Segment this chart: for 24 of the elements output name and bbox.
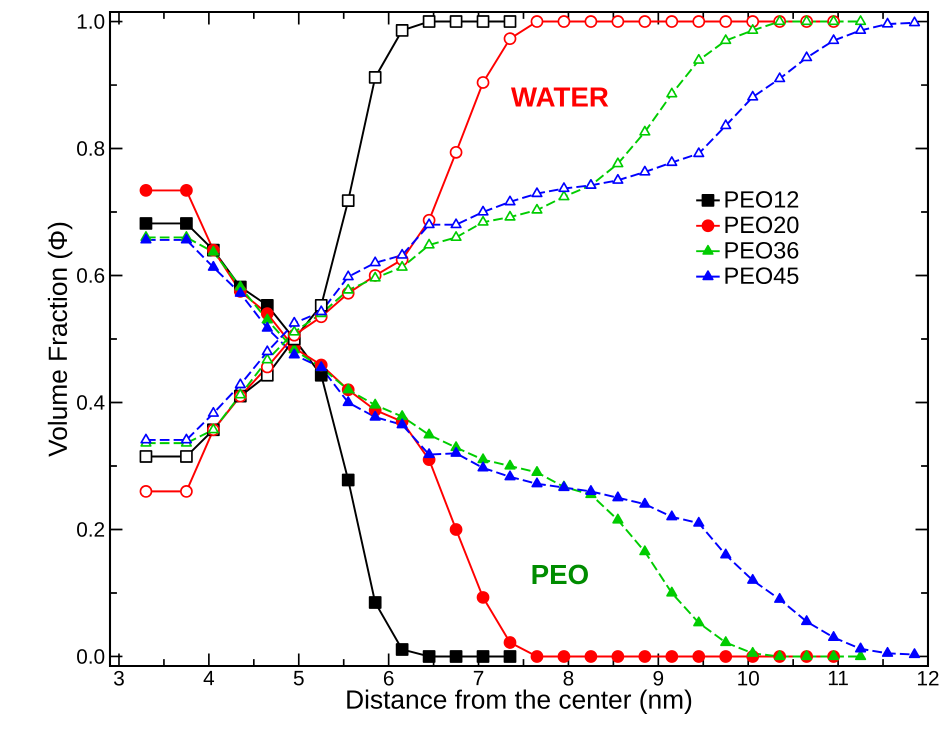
legend-label: PEO12 [725,191,798,208]
legend-label: PEO20 [725,216,798,234]
x-tick-label: 3 [114,670,124,686]
annotation: PEO [532,564,588,584]
y-tick-label: 1.0 [78,14,104,29]
y-tick-label: 0.4 [77,395,105,410]
y-tick-label: 0.0 [77,649,104,664]
legend-label: PEO36 [725,242,798,259]
y-tick-label: 0.6 [77,268,104,283]
x-tick-label: 6 [384,670,394,686]
legend-label: PEO45 [725,267,798,284]
y-tick-label: 0.8 [77,141,104,156]
y-axis-title: Volume Fraction (Φ) [48,222,72,457]
y-tick-label: 0.2 [77,522,104,537]
x-tick-label: 11 [828,670,848,686]
x-tick-label: 5 [294,670,304,686]
x-axis-title: Distance from the center (nm) [347,690,692,714]
x-tick-label: 4 [204,670,214,686]
annotation: WATER [510,88,608,107]
x-tick-label: 12 [918,670,938,686]
x-tick-label: 10 [738,670,759,686]
x-tick-label: 7 [474,670,484,686]
x-tick-label: 8 [564,670,574,686]
x-tick-label: 9 [654,670,664,686]
